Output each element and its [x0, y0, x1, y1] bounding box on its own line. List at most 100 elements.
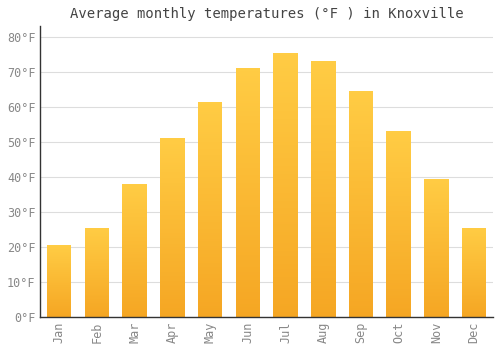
Bar — [462, 267, 486, 268]
Bar — [160, 229, 184, 231]
Bar — [274, 153, 298, 156]
Bar — [348, 267, 374, 270]
Bar — [198, 121, 222, 123]
Bar — [386, 183, 411, 185]
Bar — [462, 245, 486, 246]
Bar — [47, 296, 72, 297]
Bar — [348, 161, 374, 163]
Bar — [84, 234, 109, 235]
Bar — [160, 251, 184, 253]
Bar — [348, 168, 374, 170]
Bar — [122, 312, 147, 313]
Bar — [311, 194, 336, 197]
Bar — [274, 211, 298, 214]
Bar — [386, 218, 411, 220]
Bar — [198, 158, 222, 160]
Bar — [386, 181, 411, 183]
Bar — [198, 276, 222, 278]
Bar — [236, 250, 260, 252]
Bar — [424, 251, 448, 252]
Bar — [274, 190, 298, 192]
Bar — [386, 272, 411, 274]
Bar — [84, 312, 109, 313]
Bar — [274, 253, 298, 256]
Bar — [198, 181, 222, 183]
Bar — [274, 251, 298, 253]
Bar — [160, 190, 184, 192]
Bar — [348, 199, 374, 202]
Bar — [122, 315, 147, 317]
Bar — [386, 150, 411, 152]
Bar — [122, 252, 147, 253]
Bar — [84, 283, 109, 284]
Bar — [236, 312, 260, 314]
Bar — [462, 300, 486, 301]
Bar — [274, 232, 298, 235]
Bar — [84, 268, 109, 270]
Bar — [311, 187, 336, 189]
Bar — [84, 316, 109, 317]
Bar — [386, 207, 411, 209]
Bar — [236, 173, 260, 175]
Bar — [311, 261, 336, 263]
Bar — [348, 154, 374, 156]
Bar — [198, 239, 222, 241]
Bar — [236, 180, 260, 183]
Bar — [236, 212, 260, 215]
Bar — [424, 208, 448, 209]
Bar — [348, 111, 374, 114]
Bar — [47, 265, 72, 266]
Bar — [274, 124, 298, 127]
Bar — [424, 315, 448, 317]
Bar — [424, 281, 448, 282]
Bar — [386, 276, 411, 278]
Bar — [122, 226, 147, 228]
Bar — [122, 212, 147, 213]
Bar — [348, 177, 374, 179]
Bar — [274, 187, 298, 190]
Bar — [47, 262, 72, 263]
Bar — [47, 276, 72, 277]
Bar — [84, 297, 109, 298]
Bar — [160, 142, 184, 143]
Bar — [386, 295, 411, 296]
Bar — [198, 102, 222, 104]
Bar — [386, 313, 411, 315]
Bar — [348, 245, 374, 247]
Bar — [47, 284, 72, 285]
Bar — [84, 275, 109, 276]
Bar — [274, 269, 298, 272]
Bar — [122, 234, 147, 236]
Bar — [122, 310, 147, 312]
Bar — [311, 232, 336, 235]
Bar — [84, 293, 109, 294]
Bar — [198, 265, 222, 267]
Bar — [274, 127, 298, 129]
Bar — [386, 233, 411, 235]
Bar — [348, 120, 374, 122]
Bar — [84, 296, 109, 297]
Bar — [462, 257, 486, 258]
Bar — [274, 63, 298, 66]
Bar — [386, 137, 411, 139]
Bar — [236, 111, 260, 113]
Bar — [47, 259, 72, 260]
Bar — [122, 278, 147, 280]
Bar — [122, 274, 147, 275]
Bar — [122, 202, 147, 204]
Bar — [84, 246, 109, 247]
Bar — [47, 290, 72, 291]
Bar — [424, 223, 448, 224]
Bar — [424, 254, 448, 256]
Bar — [424, 187, 448, 188]
Bar — [386, 180, 411, 181]
Bar — [122, 192, 147, 193]
Bar — [424, 289, 448, 290]
Bar — [462, 239, 486, 240]
Bar — [160, 187, 184, 188]
Bar — [424, 293, 448, 295]
Bar — [424, 307, 448, 308]
Bar — [424, 190, 448, 191]
Bar — [122, 297, 147, 298]
Bar — [47, 289, 72, 290]
